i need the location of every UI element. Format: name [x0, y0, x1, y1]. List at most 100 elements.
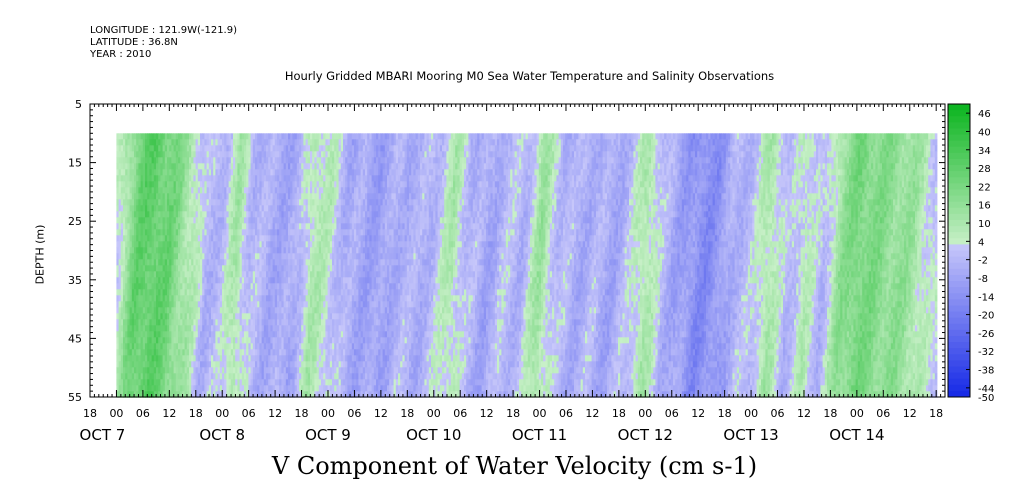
heat-cell	[338, 229, 342, 236]
heat-cell	[153, 331, 157, 338]
heat-cell	[200, 217, 203, 224]
heat-cell	[217, 343, 221, 350]
heat-cell	[365, 223, 368, 230]
heat-cell	[279, 271, 282, 278]
heat-cell	[167, 313, 170, 320]
heat-cell	[301, 325, 304, 332]
heat-cell	[191, 349, 194, 356]
heat-cell	[173, 313, 177, 320]
heat-cell	[123, 271, 126, 278]
heat-cell	[310, 277, 313, 284]
heat-cell	[160, 373, 163, 380]
heat-cell	[343, 241, 346, 248]
heat-cell	[125, 139, 128, 146]
heat-cell	[162, 337, 166, 344]
heat-cell	[277, 307, 280, 314]
heat-cell	[147, 139, 150, 146]
heat-cell	[347, 193, 350, 200]
heat-cell	[362, 169, 366, 176]
heat-cell	[316, 235, 320, 242]
heat-cell	[268, 319, 271, 326]
heat-cell	[310, 253, 313, 260]
heat-cell	[206, 163, 210, 170]
heat-cell	[202, 181, 205, 188]
heat-cell	[340, 139, 344, 146]
heat-cell	[219, 157, 223, 164]
heat-cell	[151, 247, 155, 254]
heat-cell	[277, 313, 280, 320]
heat-cell	[329, 265, 333, 272]
heat-cell	[244, 355, 247, 362]
heat-cell	[230, 379, 234, 386]
heat-cell	[307, 157, 311, 164]
heat-cell	[340, 175, 344, 182]
heat-cell	[329, 133, 333, 140]
heat-cell	[219, 163, 223, 170]
heat-cell	[351, 205, 355, 212]
heat-cell	[215, 319, 218, 326]
heat-cell	[263, 139, 267, 146]
heat-cell	[171, 343, 174, 350]
heat-cell	[321, 265, 324, 272]
heat-cell	[151, 313, 155, 320]
heat-cell	[334, 277, 337, 284]
heat-cell	[202, 151, 205, 158]
heat-cell	[338, 325, 342, 332]
heat-cell	[134, 277, 137, 284]
heat-cell	[325, 379, 328, 386]
heat-cell	[259, 139, 262, 146]
heat-cell	[261, 265, 265, 272]
heat-cell	[340, 301, 344, 308]
heat-cell	[340, 157, 344, 164]
heat-cell	[274, 283, 278, 290]
heat-cell	[349, 181, 353, 188]
heat-cell	[131, 313, 135, 320]
heat-cell	[323, 241, 326, 248]
heat-cell	[237, 157, 240, 164]
heat-cell	[332, 151, 335, 158]
heat-cell	[296, 265, 300, 272]
heat-cell	[182, 211, 185, 218]
heat-cell	[356, 217, 359, 224]
heat-cell	[351, 355, 355, 362]
heat-cell	[140, 355, 144, 362]
heat-cell	[325, 265, 328, 272]
heat-cell	[200, 139, 203, 146]
heat-cell	[255, 241, 258, 248]
heat-cell	[301, 175, 304, 182]
heat-cell	[358, 265, 361, 272]
heat-cell	[250, 343, 254, 350]
heat-cell	[268, 307, 271, 314]
heat-cell	[162, 349, 166, 356]
heat-cell	[147, 205, 150, 212]
heat-cell	[186, 241, 190, 248]
heat-cell	[167, 199, 170, 206]
heat-cell	[140, 175, 144, 182]
heat-cell	[252, 259, 256, 266]
heat-cell	[327, 217, 331, 224]
heat-cell	[358, 319, 361, 326]
heat-cell	[224, 187, 227, 194]
heat-cell	[184, 175, 188, 182]
heat-cell	[151, 253, 155, 260]
heat-cell	[305, 181, 309, 188]
heat-cell	[270, 277, 273, 284]
heat-cell	[285, 271, 289, 278]
heat-cell	[303, 193, 306, 200]
heat-cell	[365, 151, 368, 158]
heat-cell	[261, 367, 265, 374]
heat-cell	[213, 391, 216, 398]
heat-cell	[307, 139, 311, 146]
heat-cell	[129, 151, 133, 158]
heat-cell	[325, 133, 328, 140]
heat-cell	[316, 217, 320, 224]
heat-cell	[160, 133, 163, 140]
heat-cell	[340, 241, 344, 248]
heat-cell	[351, 139, 355, 146]
heat-cell	[222, 235, 225, 242]
heat-cell	[272, 235, 276, 242]
heat-cell	[345, 373, 348, 380]
heat-cell	[213, 379, 216, 386]
heat-cell	[336, 385, 339, 392]
heat-cell	[272, 181, 276, 188]
